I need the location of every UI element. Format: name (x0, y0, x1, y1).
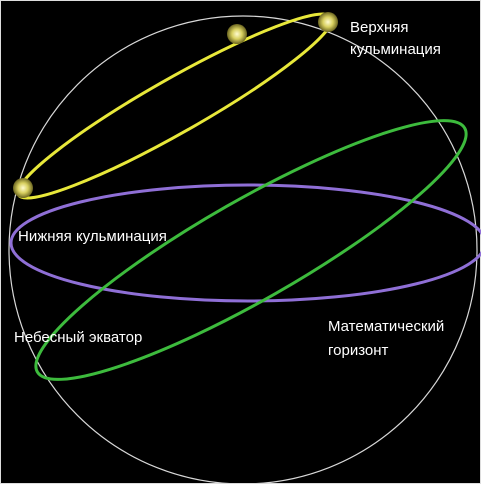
star (318, 12, 338, 32)
diagram: Верхняя кульминация Нижняя кульминация Н… (0, 0, 481, 484)
star (13, 178, 33, 198)
page: Верхняя кульминация Нижняя кульминация Н… (0, 0, 481, 484)
label: Небесный экватор (14, 329, 142, 346)
label: Математический (328, 318, 444, 335)
label: кульминация (350, 41, 441, 58)
label: горизонт (328, 342, 389, 359)
label: Верхняя (350, 19, 409, 36)
label: Нижняя кульминация (18, 228, 167, 245)
star (227, 24, 247, 44)
